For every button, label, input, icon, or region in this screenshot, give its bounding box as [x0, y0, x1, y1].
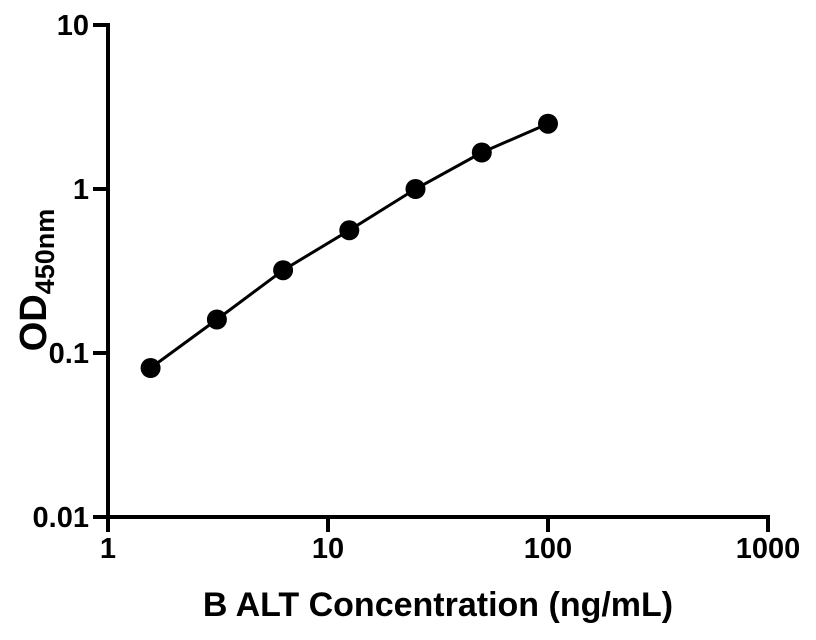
y-axis-tick-label: 10	[57, 10, 89, 42]
x-axis-title: B ALT Concentration (ng/mL)	[203, 586, 673, 624]
axis-spines	[106, 23, 770, 519]
x-axis-tick-label: 1	[100, 533, 116, 565]
y-axis-tick-label: 1	[73, 174, 89, 206]
x-axis-tick-label: 10	[312, 533, 344, 565]
data-point-marker	[140, 358, 161, 378]
x-axis-tick-label: 100	[524, 533, 572, 565]
data-point-marker	[339, 220, 360, 241]
y-axis-title-subscript: 450nm	[30, 209, 60, 295]
data-point-marker	[471, 142, 492, 163]
y-axis-title-main: OD	[13, 294, 55, 351]
data-point-marker	[273, 260, 294, 281]
data-point-marker	[206, 309, 227, 330]
y-axis-title: OD450nm	[13, 209, 60, 352]
standard-curve-line	[149, 122, 549, 370]
axes: 0.01 0.1 1 10 1 10 100 1000	[33, 10, 801, 565]
data-series	[140, 113, 558, 378]
y-axis-tick-label: 0.01	[33, 502, 89, 534]
y-axis-tick-label: 0.1	[49, 338, 89, 370]
data-point-marker	[538, 113, 558, 134]
data-point-marker	[405, 179, 426, 199]
x-axis-tick-label: 1000	[736, 533, 801, 565]
